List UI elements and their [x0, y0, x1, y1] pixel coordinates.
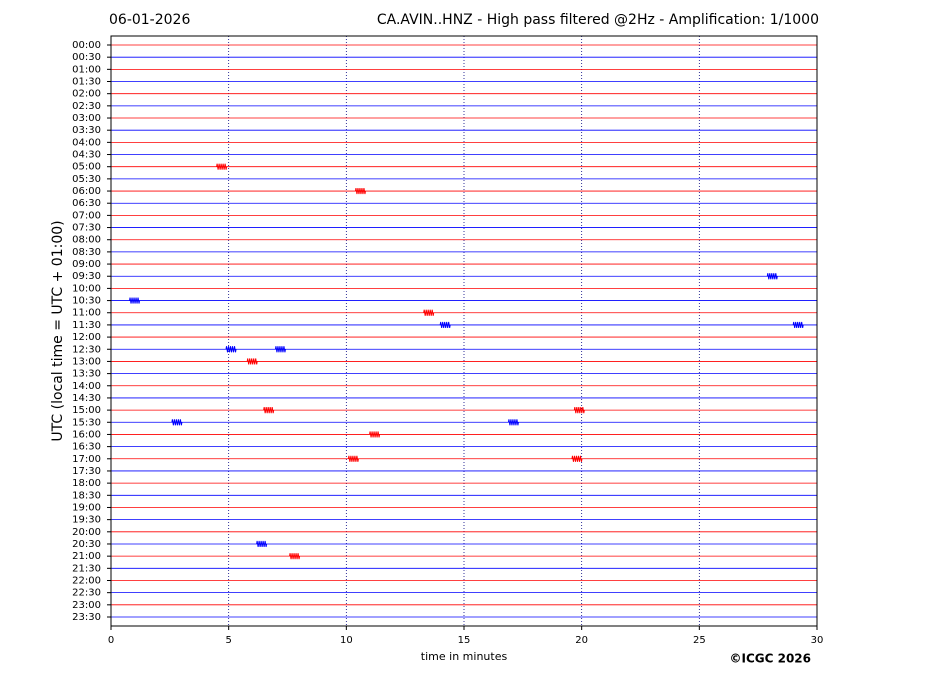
y-tick-label: 03:00 — [72, 113, 101, 124]
y-tick-label: 14:30 — [72, 393, 101, 404]
x-tick-label: 10 — [340, 635, 353, 646]
y-tick-label: 13:00 — [72, 356, 101, 367]
y-tick-label: 06:00 — [72, 186, 101, 197]
x-tick-label: 20 — [575, 635, 588, 646]
y-tick-label: 04:30 — [72, 150, 101, 161]
x-tick-label: 0 — [108, 635, 114, 646]
y-tick-label: 05:30 — [72, 174, 101, 185]
y-tick-label: 14:00 — [72, 381, 101, 392]
seismic-event — [439, 321, 451, 328]
seismic-event — [354, 187, 366, 195]
seismic-event — [129, 297, 141, 304]
y-tick-label: 13:30 — [72, 369, 101, 380]
y-tick-label: 05:00 — [72, 162, 101, 173]
y-tick-label: 18:30 — [72, 490, 101, 501]
seismic-event — [216, 163, 228, 170]
y-tick-label: 23:00 — [72, 600, 101, 611]
y-tick-label: 00:30 — [72, 52, 101, 63]
seismic-event — [507, 419, 519, 426]
copyright: ©ICGC 2026 — [729, 652, 811, 666]
y-tick-label: 20:00 — [72, 527, 101, 538]
y-tick-label: 17:00 — [72, 454, 101, 465]
seismic-event — [289, 553, 301, 560]
x-tick-label: 5 — [225, 635, 231, 646]
y-tick-label: 08:00 — [72, 235, 101, 246]
chart-title: CA.AVIN..HNZ - High pass filtered @2Hz -… — [377, 12, 819, 28]
seismic-event — [571, 455, 583, 462]
y-tick-label: 19:30 — [72, 515, 101, 526]
y-tick-label: 22:00 — [72, 575, 101, 586]
seismic-event — [573, 407, 585, 414]
x-tick-label: 25 — [693, 635, 706, 646]
seismic-event — [347, 455, 359, 462]
y-tick-label: 17:30 — [72, 466, 101, 477]
y-tick-label: 20:30 — [72, 539, 101, 550]
y-tick-label: 00:00 — [72, 40, 101, 51]
seismic-event — [766, 273, 778, 280]
y-tick-label: 18:00 — [72, 478, 101, 489]
y-tick-label: 01:30 — [72, 77, 101, 88]
y-tick-label: 08:30 — [72, 247, 101, 258]
seismic-event — [256, 540, 268, 548]
seismic-event — [369, 431, 381, 438]
y-tick-label: 07:30 — [72, 223, 101, 234]
x-tick-label: 30 — [811, 635, 824, 646]
y-tick-label: 07:00 — [72, 210, 101, 221]
seismic-event — [263, 407, 275, 414]
y-tick-label: 12:30 — [72, 344, 101, 355]
y-tick-label: 11:00 — [72, 308, 101, 319]
y-axis-label: UTC (local time = UTC + 01:00) — [50, 220, 66, 441]
y-tick-label: 16:00 — [72, 429, 101, 440]
y-tick-label: 15:30 — [72, 417, 101, 428]
y-tick-label: 22:30 — [72, 588, 101, 599]
y-tick-label: 21:30 — [72, 563, 101, 574]
y-tick-label: 11:30 — [72, 320, 101, 331]
seismic-event — [423, 309, 435, 316]
y-tick-label: 12:00 — [72, 332, 101, 343]
y-tick-label: 21:00 — [72, 551, 101, 562]
y-tick-label: 06:30 — [72, 198, 101, 209]
x-tick-label: 15 — [458, 635, 471, 646]
y-tick-label: 02:00 — [72, 89, 101, 100]
y-tick-label: 02:30 — [72, 101, 101, 112]
seismic-event — [171, 419, 183, 426]
y-tick-label: 15:00 — [72, 405, 101, 416]
seismic-event — [792, 321, 804, 328]
y-tick-label: 10:30 — [72, 296, 101, 307]
seismic-event — [274, 346, 286, 353]
date: 06-01-2026 — [109, 12, 190, 28]
y-tick-label: 01:00 — [72, 64, 101, 75]
y-tick-label: 09:30 — [72, 271, 101, 282]
plot-frame — [110, 35, 818, 627]
x-axis-label: time in minutes — [421, 650, 508, 663]
y-tick-label: 23:30 — [72, 612, 101, 623]
y-tick-label: 16:30 — [72, 442, 101, 453]
y-tick-label: 19:00 — [72, 502, 101, 513]
y-tick-label: 10:00 — [72, 283, 101, 294]
seismic-event — [225, 346, 237, 353]
y-tick-label: 03:30 — [72, 125, 101, 136]
y-tick-label: 04:00 — [72, 137, 101, 148]
y-tick-label: 09:00 — [72, 259, 101, 270]
seismic-event — [246, 358, 258, 365]
